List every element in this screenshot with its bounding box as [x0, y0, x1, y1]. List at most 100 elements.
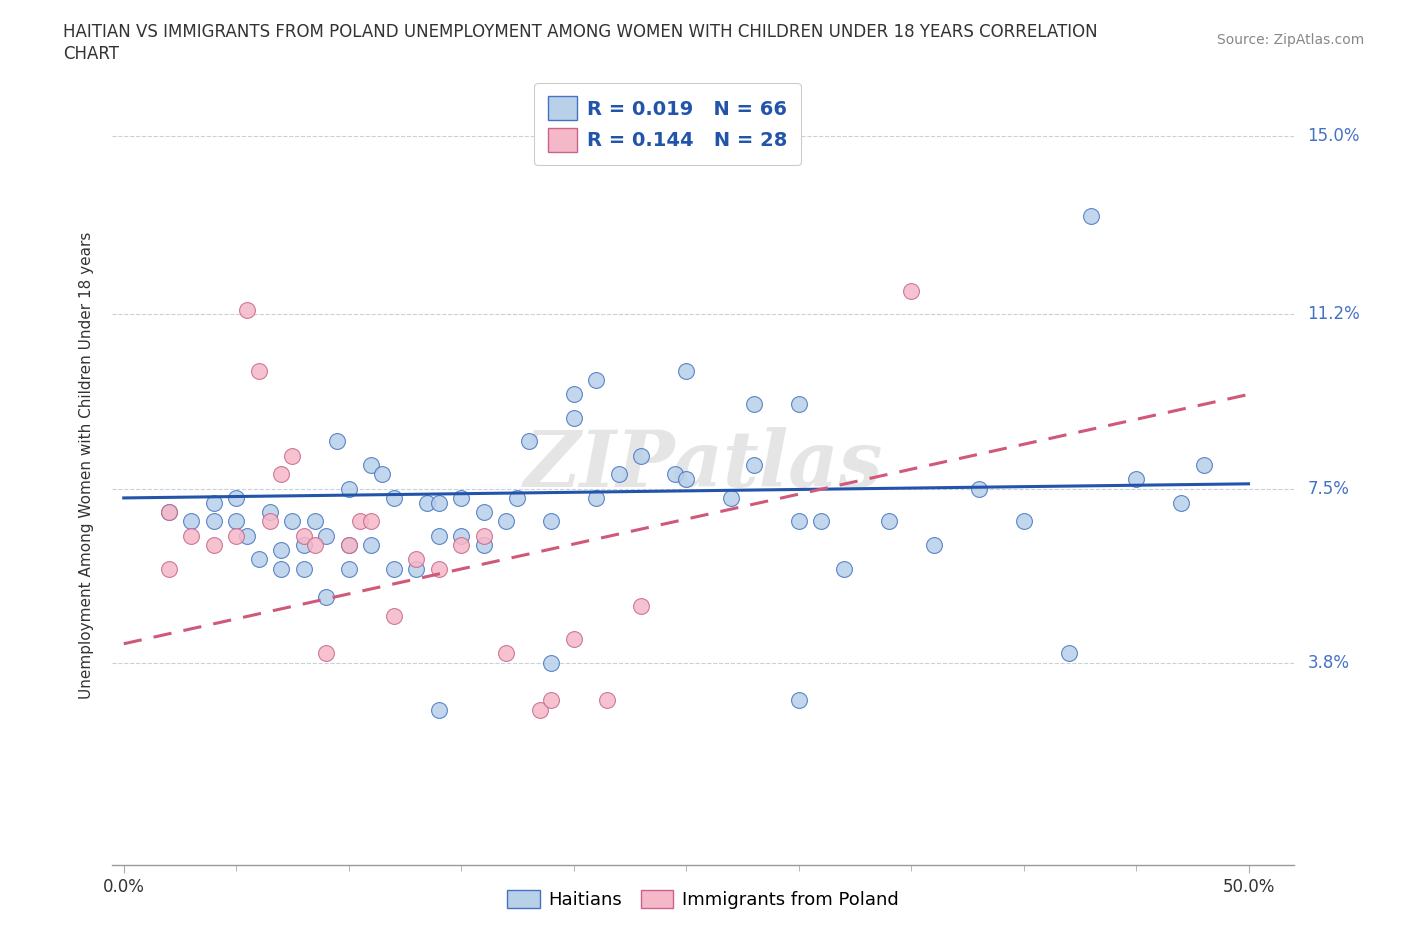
Point — [236, 302, 259, 317]
Point — [427, 495, 450, 510]
Point — [675, 472, 697, 486]
Text: Source: ZipAtlas.com: Source: ZipAtlas.com — [1216, 33, 1364, 46]
Point — [472, 505, 495, 520]
Point — [349, 514, 371, 529]
Point — [675, 364, 697, 379]
Point — [450, 528, 472, 543]
Point — [405, 551, 427, 566]
Point — [202, 514, 225, 529]
Point — [180, 528, 202, 543]
Point — [315, 590, 337, 604]
Point — [292, 538, 315, 552]
Point — [427, 702, 450, 717]
Point — [630, 599, 652, 614]
Text: 11.2%: 11.2% — [1308, 305, 1360, 324]
Point — [495, 645, 517, 660]
Point — [540, 693, 562, 708]
Text: 15.0%: 15.0% — [1308, 126, 1360, 145]
Point — [1080, 208, 1102, 223]
Point — [562, 631, 585, 646]
Point — [326, 434, 349, 449]
Point — [157, 505, 180, 520]
Point — [832, 561, 855, 576]
Point — [225, 514, 247, 529]
Point — [900, 284, 922, 299]
Point — [225, 528, 247, 543]
Point — [259, 514, 281, 529]
Point — [382, 561, 405, 576]
Point — [1012, 514, 1035, 529]
Point — [270, 542, 292, 557]
Point — [787, 693, 810, 708]
Point — [495, 514, 517, 529]
Point — [540, 514, 562, 529]
Y-axis label: Unemployment Among Women with Children Under 18 years: Unemployment Among Women with Children U… — [79, 232, 94, 698]
Point — [472, 528, 495, 543]
Point — [247, 551, 270, 566]
Text: 3.8%: 3.8% — [1308, 654, 1350, 671]
Point — [405, 561, 427, 576]
Point — [585, 373, 607, 388]
Point — [540, 655, 562, 670]
Point — [585, 490, 607, 505]
Legend: R = 0.019   N = 66, R = 0.144   N = 28: R = 0.019 N = 66, R = 0.144 N = 28 — [534, 83, 801, 166]
Point — [607, 467, 630, 482]
Point — [236, 528, 259, 543]
Point — [596, 693, 619, 708]
Point — [529, 702, 551, 717]
Point — [664, 467, 686, 482]
Point — [877, 514, 900, 529]
Text: 7.5%: 7.5% — [1308, 480, 1350, 498]
Point — [157, 505, 180, 520]
Point — [810, 514, 832, 529]
Point — [382, 490, 405, 505]
Point — [450, 490, 472, 505]
Point — [360, 458, 382, 472]
Point — [304, 538, 326, 552]
Point — [967, 481, 990, 496]
Point — [742, 458, 765, 472]
Legend: Haitians, Immigrants from Poland: Haitians, Immigrants from Poland — [501, 883, 905, 916]
Point — [315, 645, 337, 660]
Point — [315, 528, 337, 543]
Point — [337, 561, 360, 576]
Point — [270, 467, 292, 482]
Point — [202, 538, 225, 552]
Point — [922, 538, 945, 552]
Point — [787, 396, 810, 411]
Point — [180, 514, 202, 529]
Point — [742, 396, 765, 411]
Point — [427, 561, 450, 576]
Point — [337, 481, 360, 496]
Point — [1192, 458, 1215, 472]
Text: ZIPatlas: ZIPatlas — [523, 427, 883, 503]
Point — [292, 561, 315, 576]
Point — [360, 514, 382, 529]
Point — [247, 364, 270, 379]
Point — [506, 490, 529, 505]
Point — [259, 505, 281, 520]
Point — [517, 434, 540, 449]
Point — [562, 410, 585, 425]
Point — [630, 448, 652, 463]
Point — [281, 514, 304, 529]
Point — [1125, 472, 1147, 486]
Point — [371, 467, 394, 482]
Text: HAITIAN VS IMMIGRANTS FROM POLAND UNEMPLOYMENT AMONG WOMEN WITH CHILDREN UNDER 1: HAITIAN VS IMMIGRANTS FROM POLAND UNEMPL… — [63, 23, 1098, 41]
Point — [562, 387, 585, 402]
Point — [337, 538, 360, 552]
Point — [382, 608, 405, 623]
Point — [360, 538, 382, 552]
Point — [225, 490, 247, 505]
Point — [1057, 645, 1080, 660]
Point — [270, 561, 292, 576]
Point — [416, 495, 439, 510]
Point — [1170, 495, 1192, 510]
Point — [292, 528, 315, 543]
Point — [202, 495, 225, 510]
Text: CHART: CHART — [63, 45, 120, 62]
Point — [787, 514, 810, 529]
Point — [427, 528, 450, 543]
Point — [304, 514, 326, 529]
Point — [472, 538, 495, 552]
